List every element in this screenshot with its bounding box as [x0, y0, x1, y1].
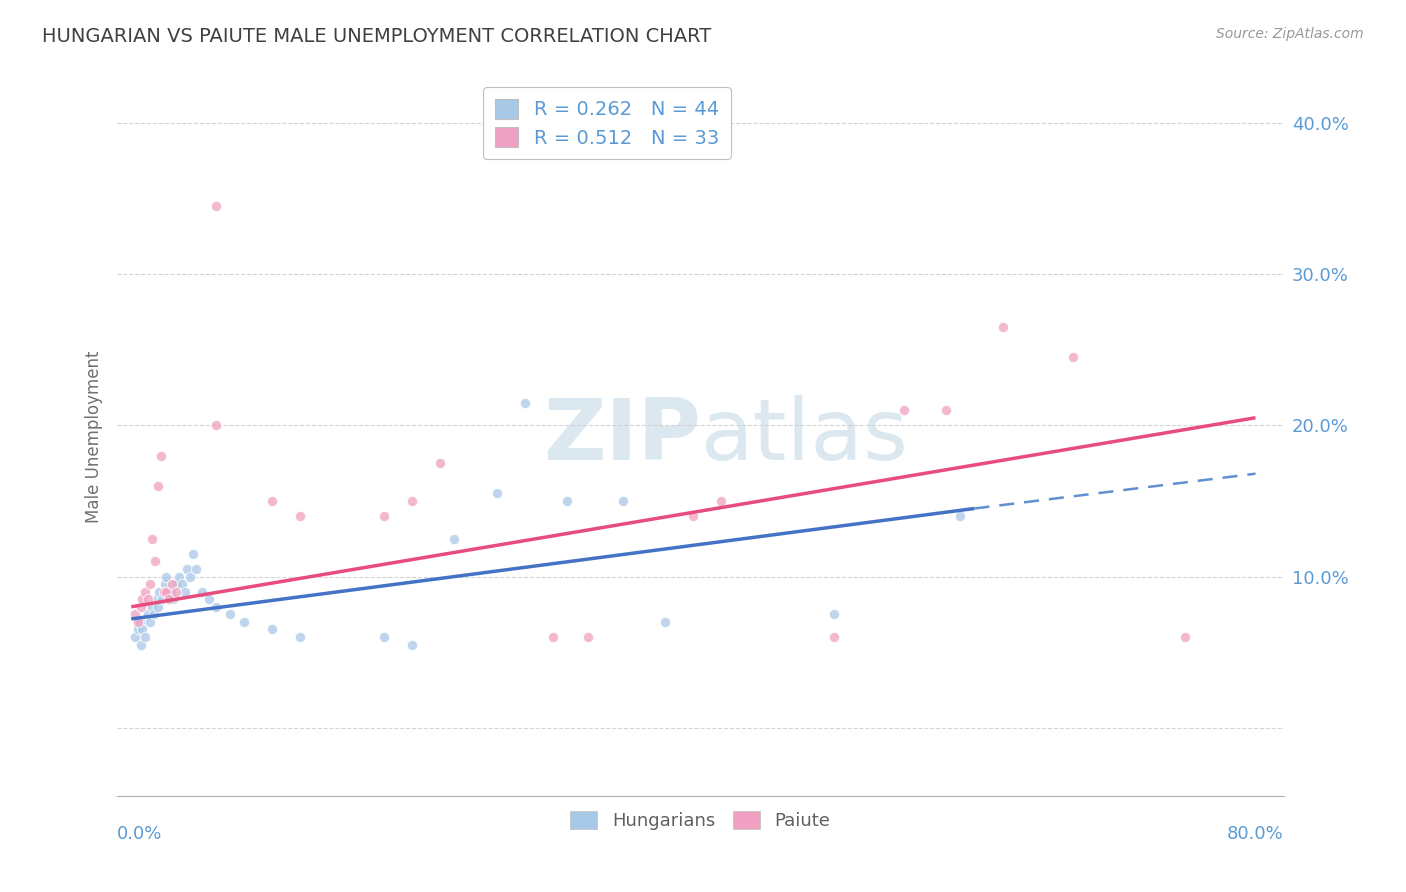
Point — [155, 569, 177, 583]
Point — [184, 562, 207, 576]
Point — [949, 509, 972, 524]
Point — [179, 569, 201, 583]
Text: 80.0%: 80.0% — [1227, 824, 1284, 843]
Point — [148, 584, 170, 599]
Point — [143, 554, 166, 568]
Point — [429, 456, 451, 470]
Point — [710, 494, 733, 508]
Point — [401, 494, 423, 508]
Point — [612, 494, 634, 508]
Y-axis label: Male Unemployment: Male Unemployment — [86, 351, 103, 523]
Point — [145, 592, 167, 607]
Point — [152, 584, 174, 599]
Point — [146, 479, 169, 493]
Point — [141, 599, 163, 614]
Point — [260, 494, 283, 508]
Point — [513, 395, 536, 409]
Point — [204, 199, 226, 213]
Point — [146, 599, 169, 614]
Point — [134, 584, 156, 599]
Point — [260, 623, 283, 637]
Point — [991, 320, 1014, 334]
Point — [935, 403, 957, 417]
Point — [138, 615, 160, 629]
Point — [141, 532, 163, 546]
Point — [541, 630, 564, 644]
Point — [153, 577, 176, 591]
Point — [128, 615, 150, 629]
Point — [138, 577, 160, 591]
Point — [127, 615, 149, 629]
Point — [129, 638, 152, 652]
Text: ZIP: ZIP — [543, 395, 700, 478]
Point — [129, 599, 152, 614]
Point — [134, 630, 156, 644]
Point — [373, 509, 395, 524]
Point — [181, 547, 204, 561]
Point — [150, 592, 173, 607]
Point — [165, 577, 187, 591]
Point — [124, 630, 146, 644]
Point — [124, 607, 146, 622]
Point — [160, 577, 183, 591]
Point — [232, 615, 254, 629]
Point — [170, 577, 193, 591]
Point — [823, 630, 845, 644]
Point — [131, 592, 153, 607]
Point — [165, 584, 187, 599]
Point — [136, 607, 159, 622]
Point — [190, 584, 212, 599]
Point — [576, 630, 599, 644]
Point — [401, 638, 423, 652]
Point — [136, 592, 159, 607]
Point — [218, 607, 240, 622]
Point — [555, 494, 578, 508]
Point — [485, 486, 508, 500]
Point — [204, 418, 226, 433]
Point — [157, 592, 180, 607]
Point — [155, 584, 177, 599]
Point — [176, 562, 198, 576]
Point — [682, 509, 704, 524]
Point — [823, 607, 845, 622]
Point — [149, 449, 172, 463]
Legend: Hungarians, Paiute: Hungarians, Paiute — [562, 804, 838, 837]
Point — [204, 599, 226, 614]
Point — [159, 584, 181, 599]
Point — [443, 532, 465, 546]
Point — [157, 592, 180, 607]
Point — [127, 623, 149, 637]
Point — [142, 607, 165, 622]
Point — [1062, 350, 1084, 364]
Text: HUNGARIAN VS PAIUTE MALE UNEMPLOYMENT CORRELATION CHART: HUNGARIAN VS PAIUTE MALE UNEMPLOYMENT CO… — [42, 27, 711, 45]
Point — [893, 403, 915, 417]
Point — [1174, 630, 1197, 644]
Text: atlas: atlas — [700, 395, 908, 478]
Point — [373, 630, 395, 644]
Point — [197, 592, 219, 607]
Point — [162, 592, 184, 607]
Point — [654, 615, 676, 629]
Text: 0.0%: 0.0% — [117, 824, 163, 843]
Point — [288, 630, 311, 644]
Point — [167, 569, 190, 583]
Point — [173, 584, 195, 599]
Point — [288, 509, 311, 524]
Point — [131, 623, 153, 637]
Text: Source: ZipAtlas.com: Source: ZipAtlas.com — [1216, 27, 1364, 41]
